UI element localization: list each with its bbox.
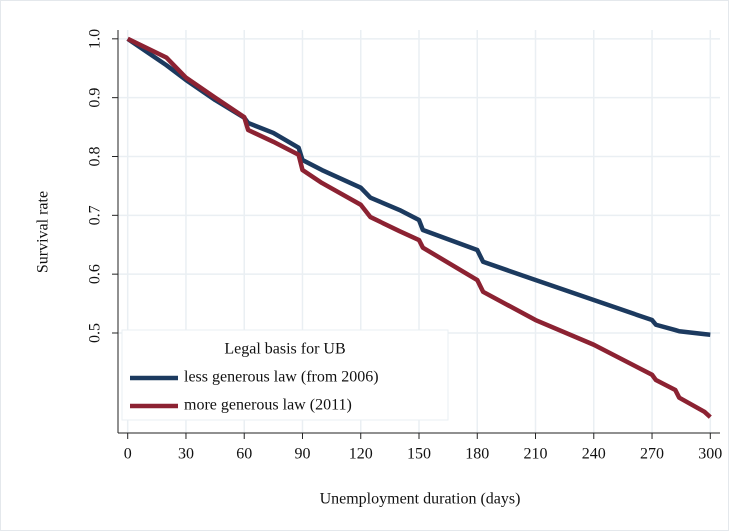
series-line: [126, 36, 712, 419]
x-tick-label: 150: [407, 446, 431, 463]
y-tick-label: 1.0: [87, 29, 104, 49]
x-tick-label: 60: [236, 446, 252, 463]
x-tick-label: 270: [640, 446, 664, 463]
x-tick-label: 90: [294, 446, 310, 463]
x-tick-label: 300: [698, 446, 722, 463]
x-tick-label: 240: [582, 446, 606, 463]
legend-title: Legal basis for UB: [224, 341, 345, 358]
y-tick-label: 0.6: [87, 264, 104, 284]
y-tick-label: 0.8: [87, 146, 104, 166]
x-tick-label: 30: [178, 446, 194, 463]
legend-label: more generous law (2011): [184, 397, 352, 414]
y-tick-label: 0.9: [87, 88, 104, 108]
y-tick-label: 0.7: [87, 205, 104, 225]
x-tick-label: 0: [124, 446, 132, 463]
x-tick-label: 180: [465, 446, 489, 463]
x-axis-label: Unemployment duration (days): [320, 491, 521, 508]
x-tick-label: 210: [524, 446, 548, 463]
y-tick-label: 0.5: [87, 323, 104, 343]
x-tick-label: 120: [349, 446, 373, 463]
y-axis-label: Survival rate: [35, 191, 52, 273]
legend-label: less generous law (from 2006): [184, 369, 379, 386]
